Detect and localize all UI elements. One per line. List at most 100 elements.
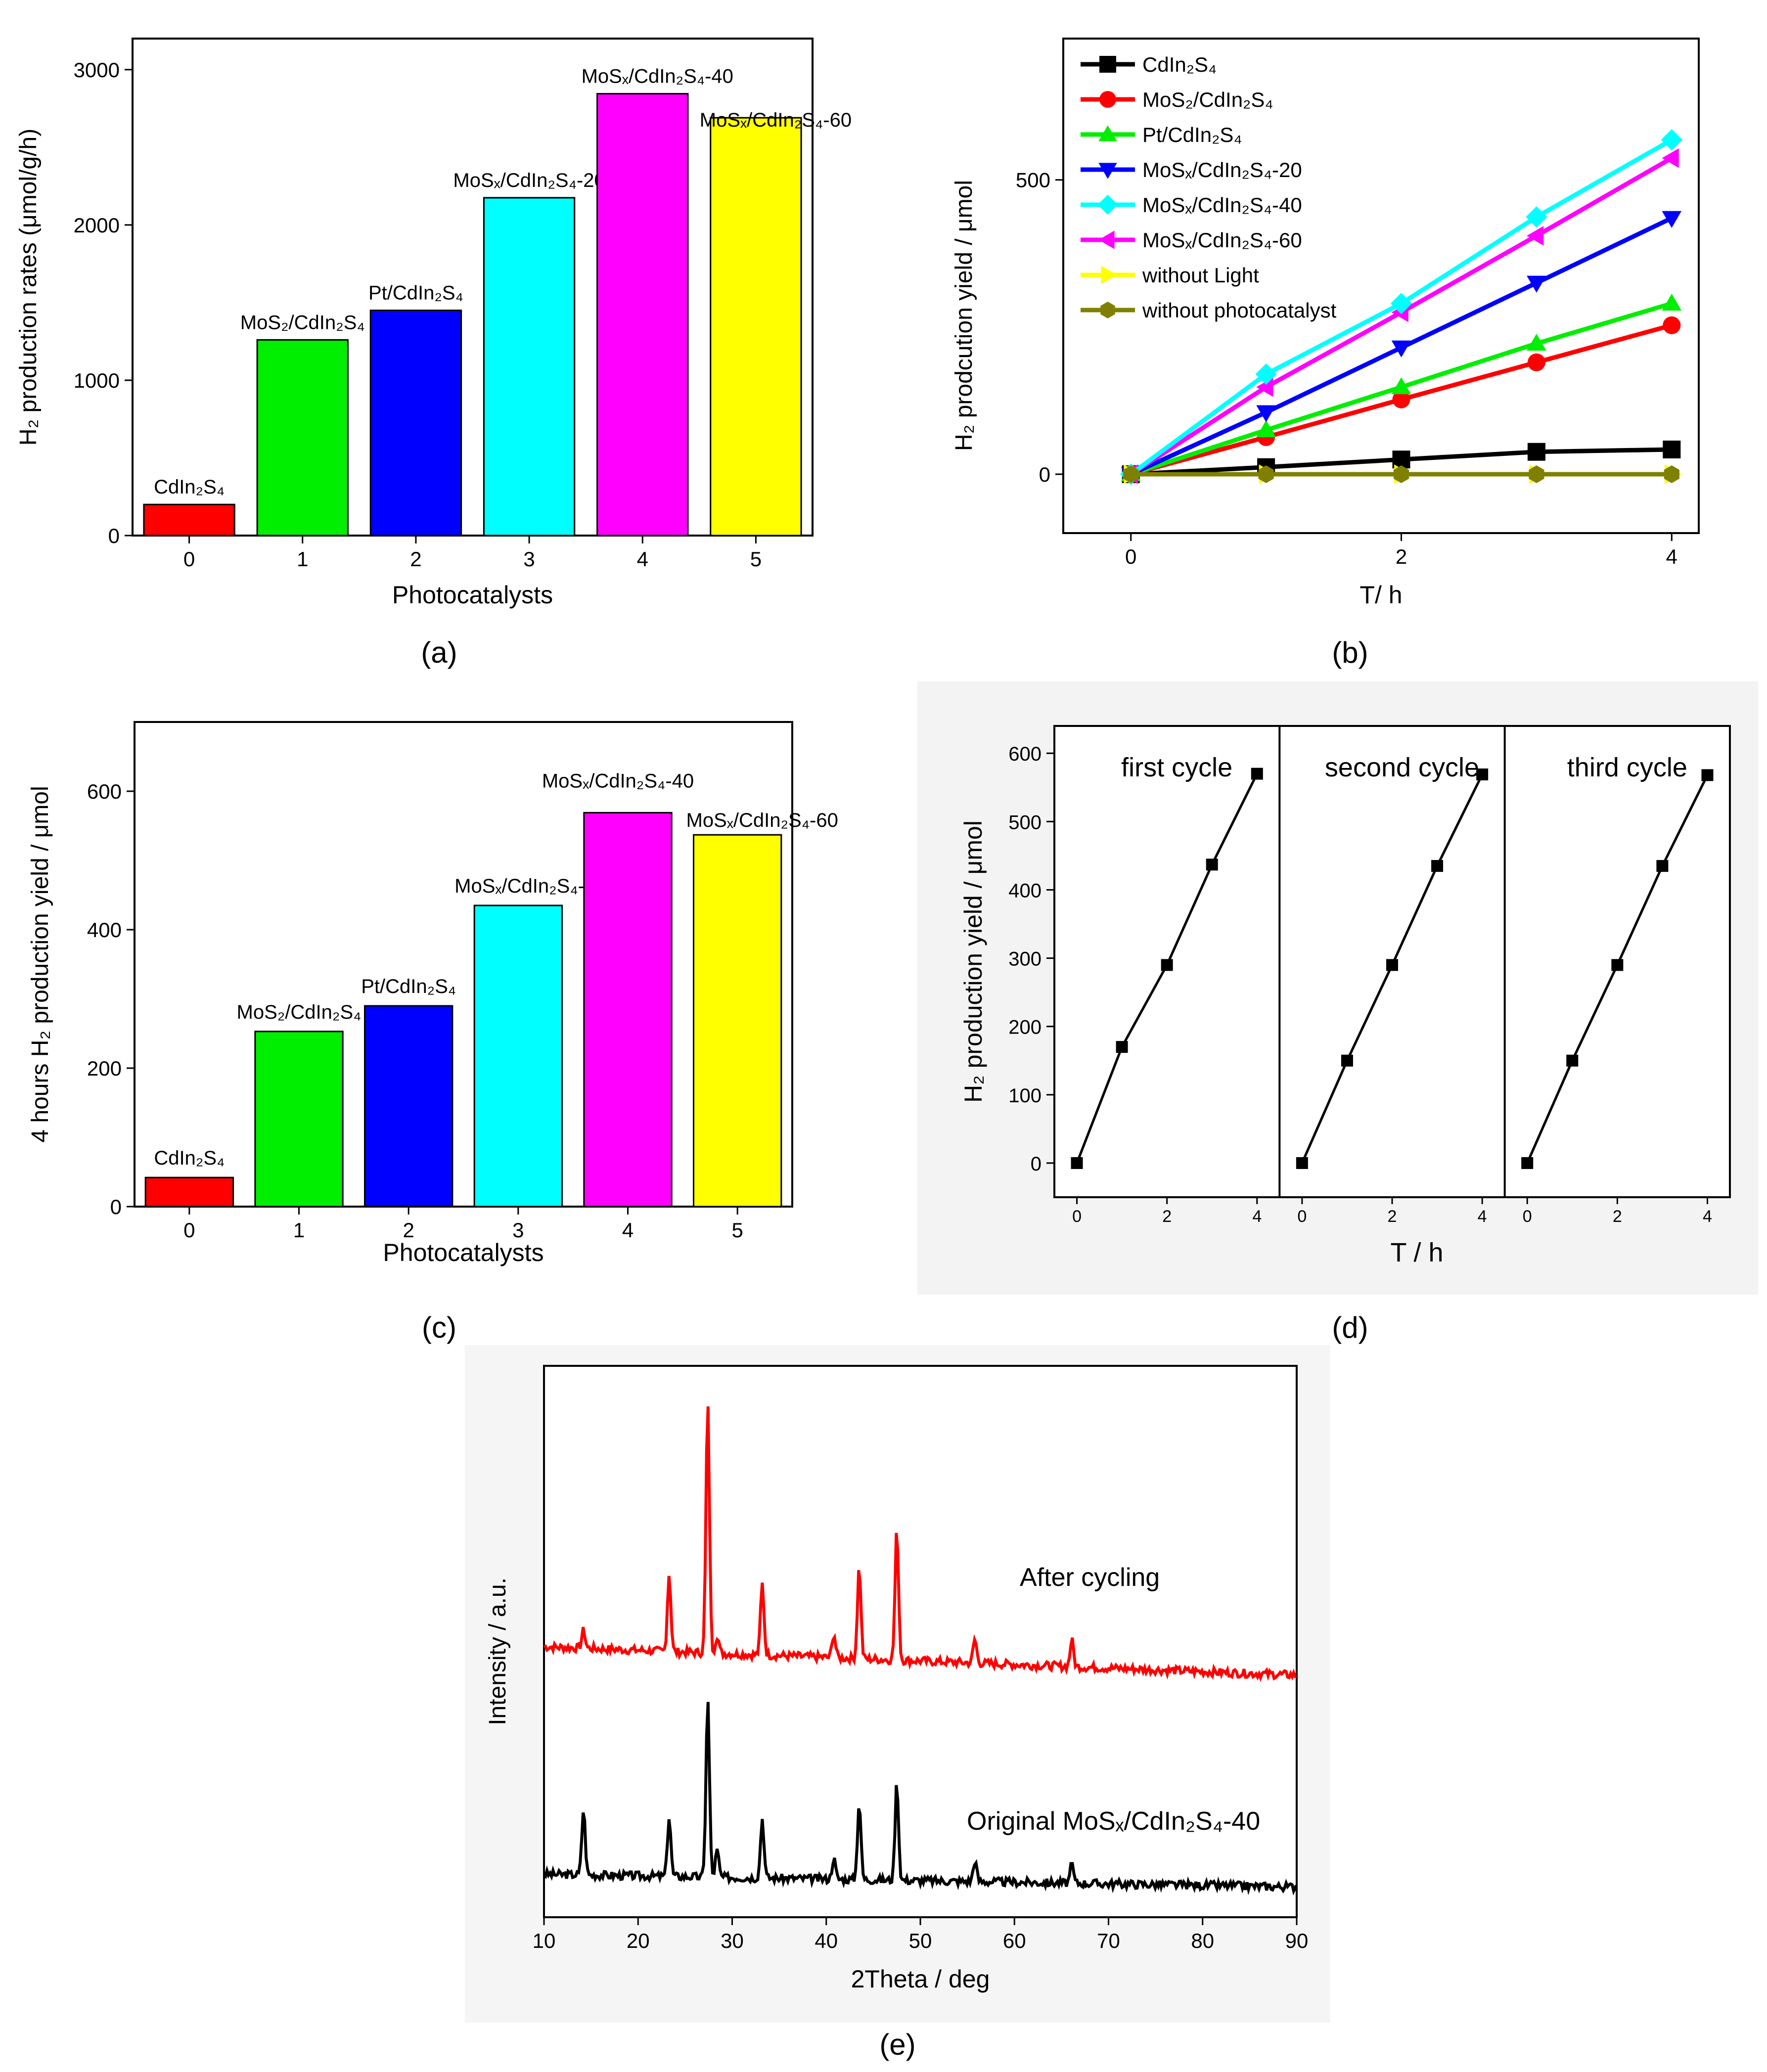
x-tick-label: 5: [750, 547, 762, 571]
x-tick-label: 4: [622, 1218, 634, 1242]
data-point: [1662, 148, 1679, 168]
data-point: [1527, 275, 1546, 293]
data-point: [1206, 858, 1218, 871]
legend-item: without Light: [1081, 264, 1259, 287]
x-tick-label: 0: [1523, 1207, 1532, 1226]
series-7: [1123, 465, 1679, 483]
x-tick-label: 0: [183, 1218, 195, 1242]
x-tick-label: 3: [523, 547, 535, 571]
x-tick-label: 2: [1613, 1207, 1622, 1226]
plot-frame: [1062, 38, 1700, 534]
panel-label: (d): [1332, 1311, 1368, 1344]
x-tick-label: 30: [721, 1929, 744, 1952]
data-point: [1527, 333, 1546, 351]
data-point: [1664, 465, 1679, 483]
x-axis-label: Photocatalysts: [383, 1239, 544, 1266]
data-point: [1341, 1054, 1353, 1067]
bar-1: [254, 1031, 344, 1208]
y-axis-label: H₂ production rates (μmol/g/h): [15, 129, 42, 446]
y-tick-label: 0: [1031, 1153, 1042, 1175]
legend-item: CdIn₂S₄: [1081, 53, 1217, 76]
data-point: [1296, 1157, 1308, 1169]
legend-marker: [1099, 56, 1116, 73]
chart-b: 0 2 4 0 500 CdIn₂S₄ MoS₂/CdIn₂S₄ Pt/CdIn₂S₄ MoSₓ…: [951, 38, 1700, 669]
data-point: [1566, 1054, 1579, 1067]
panel-label: (e): [879, 2028, 915, 2061]
x-tick-label: 50: [909, 1929, 932, 1952]
plot-frame: [132, 38, 814, 537]
bar-label: CdIn₂S₄: [154, 476, 225, 498]
bar-label: MoSₓ/CdIn₂S₄-40: [582, 65, 733, 87]
x-tick-label: 0: [1125, 545, 1136, 568]
data-point: [1663, 316, 1681, 334]
bar-3: [483, 197, 576, 537]
legend-marker: [1100, 302, 1115, 318]
data-point: [1256, 420, 1276, 438]
data-point: [1476, 768, 1489, 781]
y-axis-label: Intensity / a.u.: [485, 1577, 511, 1725]
x-tick-label: 0: [1297, 1207, 1307, 1226]
bar-label: MoSₓ/CdIn₂S₄-20: [453, 170, 605, 191]
data-point: [1255, 363, 1277, 385]
y-tick-label: 100: [1008, 1085, 1042, 1107]
legend-item: Pt/CdIn₂S₄: [1081, 123, 1242, 146]
data-point: [1527, 443, 1545, 461]
data-point: [1431, 860, 1444, 872]
chart-a: 0 1000 2000 3000 0 CdIn₂S₄ 1 MoS₂/CdIn₂S₄ 2 Pt/Cd…: [15, 38, 852, 669]
bar-3: [473, 904, 563, 1208]
data-point: [1521, 1157, 1534, 1169]
legend-marker: [1098, 230, 1115, 249]
data-point: [1386, 959, 1398, 971]
y-tick-label: 2000: [74, 214, 120, 237]
x-axis-label: 2Theta / deg: [851, 1965, 990, 1993]
y-tick-label: 600: [87, 780, 122, 803]
series-label: Original MoSₓ/CdIn₂S₄-40: [967, 1807, 1260, 1836]
bar-1: [256, 339, 349, 537]
chart-d: 0 100 200 300 400 500 600 0 2 4 first cycle 0 2 4 seco…: [917, 681, 1758, 1344]
x-tick-label: 0: [1072, 1207, 1082, 1226]
bar-5: [710, 117, 802, 537]
legend-marker: [1098, 125, 1117, 141]
bar-label: MoSₓ/CdIn₂S₄-20: [454, 875, 606, 897]
x-tick-label: 1: [297, 547, 308, 571]
x-tick-label: 4: [1666, 545, 1677, 568]
bar-label: MoS₂/CdIn₂S₄: [237, 1001, 362, 1023]
cycle-label: second cycle: [1325, 753, 1479, 782]
chart-c: 0 200 400 600 0 CdIn₂S₄ 1 MoS₂/CdIn₂S₄ 2 Pt/CdIn₂…: [27, 721, 838, 1344]
x-tick-label: 80: [1191, 1929, 1214, 1952]
series-2: [1121, 293, 1682, 482]
y-axis-label: 4 hours H₂ production yield / μmol: [27, 786, 53, 1142]
x-tick-label: 5: [731, 1218, 743, 1242]
bar-0: [144, 1176, 234, 1208]
cycle-1: 0 2 4 second cycle: [1296, 753, 1489, 1226]
cycle-label: first cycle: [1121, 753, 1232, 782]
data-point: [1701, 769, 1714, 781]
y-tick-label: 0: [110, 1195, 122, 1218]
x-axis-label: Photocatalysts: [392, 581, 553, 609]
series-after: [543, 1406, 1297, 1682]
y-tick-label: 500: [1016, 169, 1050, 192]
x-axis-label: T/ h: [1359, 581, 1402, 609]
bar-label: MoSₓ/CdIn₂S₄-60: [700, 109, 852, 131]
data-point: [1251, 767, 1263, 780]
data-point: [1529, 465, 1544, 483]
legend-label: MoSₓ/CdIn₂S₄-60: [1142, 228, 1302, 252]
legend-label: MoSₓ/CdIn₂S₄-40: [1142, 193, 1302, 217]
y-axis-label: H₂ production yield / μmol: [959, 820, 987, 1103]
y-tick-label: 200: [87, 1057, 122, 1080]
x-tick-label: 4: [637, 547, 648, 571]
data-point: [1527, 226, 1544, 246]
bar-2: [364, 1005, 453, 1208]
x-tick-label: 90: [1285, 1929, 1309, 1952]
x-tick-label: 20: [627, 1929, 650, 1952]
plot-frame: [134, 721, 793, 1208]
legend-item: MoS₂/CdIn₂S₄: [1081, 88, 1273, 111]
data-point: [1390, 293, 1412, 315]
bar-label: MoSₓ/CdIn₂S₄-40: [542, 770, 694, 792]
bar-label: Pt/CdIn₂S₄: [361, 976, 456, 997]
bar-0: [143, 503, 235, 537]
panel-label: (a): [421, 636, 457, 669]
legend-marker: [1101, 266, 1117, 284]
panel-label: (b): [1332, 636, 1368, 669]
data-point: [1256, 405, 1276, 422]
